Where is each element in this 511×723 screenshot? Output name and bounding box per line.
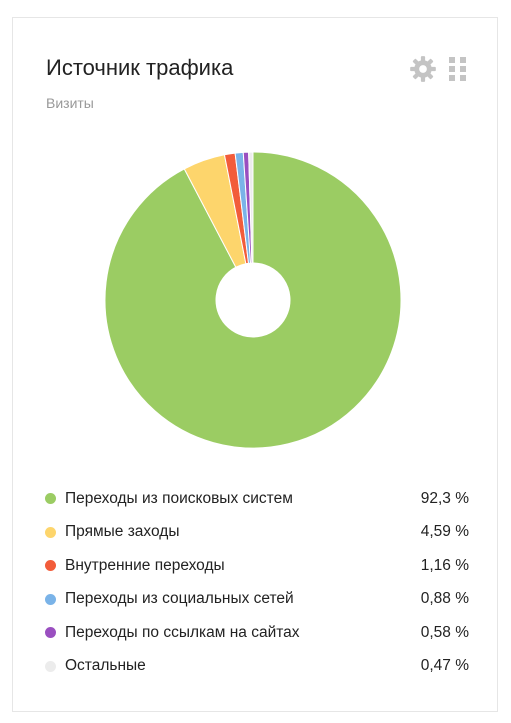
legend-value: 1,16 % [420,556,469,574]
legend-item[interactable]: Остальные 0,47 % [45,650,469,684]
legend-color-dot [45,593,56,605]
legend-item[interactable]: Переходы из поисковых систем 92,3 % [45,482,469,516]
legend-label: Переходы из социальных сетей [65,590,294,608]
legend-value: 0,58 % [420,623,469,641]
donut-chart [104,151,402,449]
legend-label: Переходы из поисковых систем [65,489,293,507]
legend-label: Переходы по ссылкам на сайтах [65,623,300,641]
legend-color-dot [45,526,56,538]
widget-subtitle: Визиты [46,95,94,111]
gear-icon[interactable] [409,55,437,83]
legend-color-dot [45,627,56,639]
pie-slice-5[interactable] [248,151,254,264]
legend-value: 0,88 % [420,590,469,608]
pie-slice-0[interactable] [104,151,402,449]
traffic-source-widget: Источник трафика Визиты Переходы из поис… [12,17,498,712]
legend-item[interactable]: Переходы по ссылкам на сайтах 0,58 % [45,616,469,650]
legend-color-dot [45,660,56,672]
legend-value: 92,3 % [420,489,469,507]
legend-item[interactable]: Внутренние переходы 1,16 % [45,549,469,583]
legend-label: Остальные [65,657,146,675]
widget-title: Источник трафика [46,55,234,80]
legend-label: Прямые заходы [65,523,180,541]
legend-value: 0,47 % [420,657,469,675]
drag-handle-icon[interactable] [448,56,468,82]
legend-item[interactable]: Прямые заходы 4,59 % [45,516,469,550]
legend-color-dot [45,560,56,572]
chart-legend: Переходы из поисковых систем 92,3 % Прямые… [45,482,469,683]
legend-item[interactable]: Переходы из социальных сетей 0,88 % [45,583,469,617]
legend-label: Внутренние переходы [65,556,225,574]
legend-color-dot [45,493,56,505]
legend-value: 4,59 % [420,523,469,541]
